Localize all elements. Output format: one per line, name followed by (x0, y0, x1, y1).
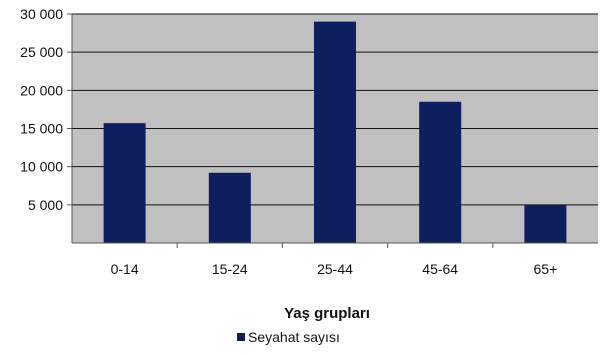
y-tick-label: 20 000 (20, 82, 63, 98)
legend: Seyahat sayısı (237, 329, 340, 345)
x-tick-label: 65+ (534, 261, 558, 277)
bar-45-64 (419, 101, 462, 244)
y-tick-label: 30 000 (20, 6, 63, 22)
y-tick-labels: 5 000 10 000 15 000 20 000 25 000 30 000 (20, 6, 72, 213)
bar-0-14 (103, 123, 146, 243)
x-tick-label: 45-64 (422, 261, 458, 277)
y-tick-label: 5 000 (28, 197, 63, 213)
bar-25-44 (314, 21, 356, 244)
y-tick-label: 15 000 (20, 121, 63, 137)
legend-swatch (237, 333, 245, 341)
y-tick-label: 10 000 (20, 159, 63, 175)
bar-65+ (524, 204, 567, 243)
x-tick-label: 0-14 (111, 261, 139, 277)
x-tick-labels: 0-14 15-24 25-44 45-64 65+ (111, 243, 558, 277)
bar-15-24 (208, 172, 251, 243)
x-axis-title: Yaş grupları (284, 305, 370, 322)
y-tick-label: 25 000 (20, 44, 63, 60)
x-tick-label: 25-44 (317, 261, 353, 277)
bars (103, 21, 567, 244)
x-tick-label: 15-24 (212, 261, 248, 277)
legend-label: Seyahat sayısı (248, 329, 340, 345)
